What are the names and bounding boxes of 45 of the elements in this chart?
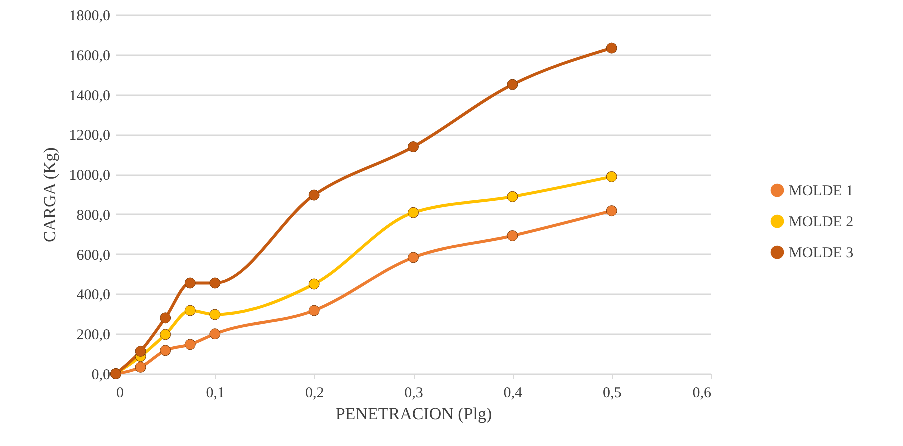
x-tick-label: 0,3: [404, 386, 424, 402]
point: [308, 305, 320, 316]
x-tick-label: 0: [116, 386, 124, 402]
point: [160, 329, 172, 340]
y-tick-label: 400,0: [76, 288, 110, 304]
point: [507, 230, 518, 242]
y-tick-label: 600,0: [76, 248, 110, 264]
point: [210, 278, 221, 289]
y-tick-label: 200,0: [76, 328, 110, 344]
x-tick-label: 0,1: [206, 386, 226, 402]
legend-label: MOLDE 3: [789, 246, 854, 262]
y-tick-label: 800,0: [76, 208, 110, 224]
point: [507, 191, 518, 202]
point: [408, 252, 419, 264]
x-axis-title: PENETRACION (Plg): [336, 404, 492, 424]
point: [210, 328, 221, 340]
y-axis-title: CARGA (Kg): [40, 148, 60, 242]
y-tick-label: 1600,0: [69, 48, 110, 64]
x-tick-label: 0,2: [305, 386, 324, 402]
y-tick-label: 0,0: [92, 368, 110, 384]
point: [184, 339, 196, 350]
point: [606, 42, 618, 54]
y-tick-label: 1400,0: [69, 88, 110, 104]
point: [135, 346, 146, 357]
point: [184, 305, 196, 316]
point: [308, 278, 320, 290]
point: [606, 171, 618, 182]
point: [160, 312, 172, 324]
y-tick-label: 1000,0: [69, 168, 110, 184]
point: [408, 207, 419, 218]
point: [606, 206, 618, 217]
point: [135, 362, 146, 373]
point: [184, 278, 196, 289]
legend-label: MOLDE 1: [789, 184, 854, 200]
point: [507, 79, 518, 90]
y-tick-label: 1800,0: [69, 8, 110, 24]
x-tick-label: 0,4: [504, 386, 524, 402]
point: [210, 309, 221, 320]
point: [160, 345, 172, 356]
point: [408, 142, 419, 153]
x-tick-label: 0,5: [602, 386, 622, 402]
y-tick-label: 1200,0: [69, 128, 110, 144]
point: [308, 190, 320, 201]
x-tick-label: 0,6: [692, 386, 712, 402]
legend-label: MOLDE 2: [789, 214, 854, 230]
